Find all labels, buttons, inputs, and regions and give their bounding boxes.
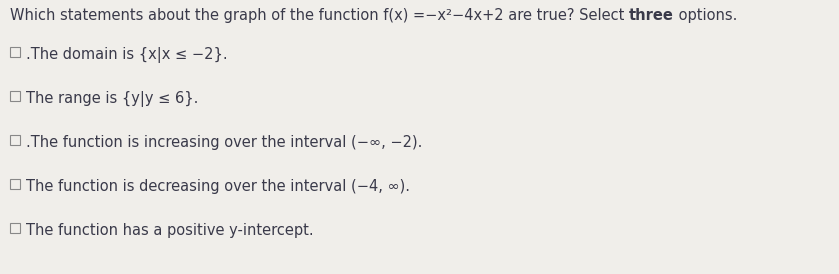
FancyBboxPatch shape bbox=[10, 135, 20, 145]
FancyBboxPatch shape bbox=[10, 47, 20, 57]
Text: options.: options. bbox=[674, 8, 737, 23]
Text: The function has a positive y-intercept.: The function has a positive y-intercept. bbox=[26, 223, 314, 238]
FancyBboxPatch shape bbox=[10, 223, 20, 233]
FancyBboxPatch shape bbox=[10, 91, 20, 101]
Text: Which statements about the graph of the function f(x) =−x²−4x+2 are true? Select: Which statements about the graph of the … bbox=[10, 8, 629, 23]
Text: .The domain is {x|x ≤ −2}.: .The domain is {x|x ≤ −2}. bbox=[26, 47, 227, 63]
Text: .The function is increasing over the interval (−∞, −2).: .The function is increasing over the int… bbox=[26, 135, 422, 150]
Text: three: three bbox=[629, 8, 674, 23]
FancyBboxPatch shape bbox=[10, 179, 20, 189]
Text: The range is {y|y ≤ 6}.: The range is {y|y ≤ 6}. bbox=[26, 91, 198, 107]
Text: The function is decreasing over the interval (−4, ∞).: The function is decreasing over the inte… bbox=[26, 179, 410, 194]
